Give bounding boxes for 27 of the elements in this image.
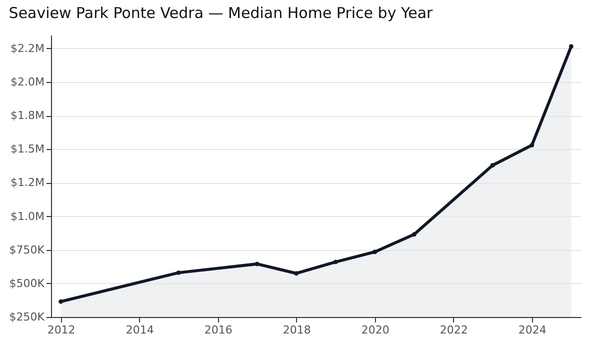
point <box>176 270 181 275</box>
point <box>333 260 338 264</box>
y-tick-label: $1.5M <box>10 142 44 156</box>
x-tick-label: 2014 <box>126 324 154 336</box>
x-tick-label: 2020 <box>361 324 390 336</box>
point <box>294 271 299 276</box>
point <box>412 232 416 237</box>
x-tick-label: 2012 <box>47 324 76 336</box>
point <box>372 250 378 254</box>
point <box>254 262 260 266</box>
y-tick-label: $1.0M <box>10 210 44 223</box>
y-tick-label: $2.0M <box>10 76 44 88</box>
point <box>530 142 534 148</box>
y-tick-label: $1.2M <box>10 176 44 190</box>
x-tick-label: 2022 <box>440 324 468 336</box>
x-tick-label: 2016 <box>204 324 232 336</box>
chart-title: Seaview Park Ponte Vedra — Median Home Price by Year <box>8 4 434 22</box>
x-tick-label: 2024 <box>518 324 546 336</box>
x-tick-label: 2018 <box>282 324 311 336</box>
y-tick-label: $500K <box>9 276 46 290</box>
y-tick-label: $250K <box>9 310 46 324</box>
point <box>490 163 495 168</box>
y-tick-label: $2.2M <box>10 42 44 55</box>
point <box>58 299 64 304</box>
point <box>568 44 574 49</box>
y-tick-label: $1.8M <box>10 109 44 122</box>
y-tick-label: $750K <box>9 243 46 256</box>
